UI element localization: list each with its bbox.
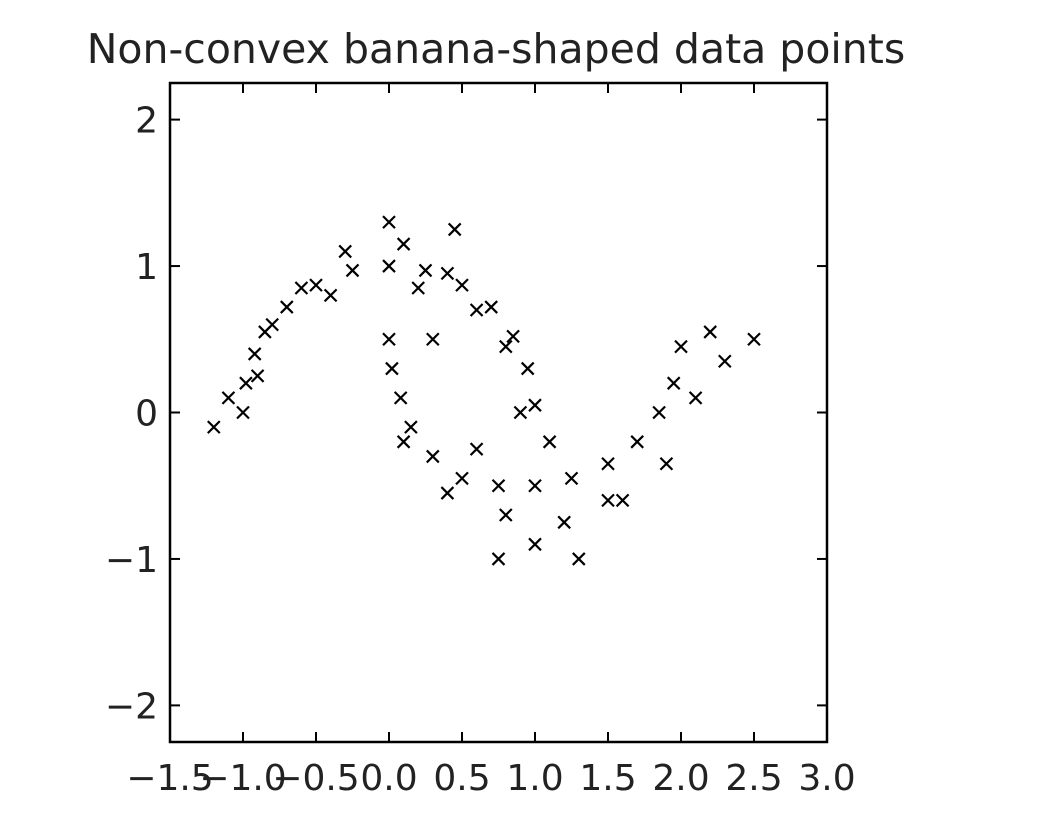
data-point	[469, 303, 484, 317]
data-point	[491, 552, 506, 566]
data-point	[506, 329, 520, 344]
axis-ticks	[169, 83, 828, 742]
data-point	[207, 420, 221, 434]
chart-title: Non-convex banana-shaped data points	[87, 25, 905, 73]
y-tick-label: 1	[135, 247, 158, 288]
data-point	[455, 278, 469, 292]
data-point	[426, 449, 440, 464]
data-point	[674, 339, 688, 354]
x-tick-labels: −1.5−1.0−0.5 0.0 0.5 1.0 1.5 2.0 2.5 3.0	[126, 758, 855, 799]
x-tick-label: −1.5	[126, 758, 213, 799]
data-point	[221, 391, 236, 405]
data-point	[426, 332, 440, 347]
data-point	[557, 515, 571, 530]
x-tick-label: 1.0	[506, 758, 563, 799]
y-tick-label: −1	[105, 540, 158, 581]
data-point	[703, 325, 717, 339]
data-point	[294, 281, 309, 295]
y-tick-label: 0	[135, 394, 158, 435]
data-point	[247, 347, 262, 361]
data-point	[338, 244, 352, 259]
data-point	[718, 354, 732, 369]
y-tick-label: −2	[105, 686, 158, 727]
data-points	[207, 215, 761, 566]
data-point	[542, 435, 557, 449]
data-point	[404, 420, 418, 434]
x-tick-label: 3.0	[798, 758, 855, 799]
data-point	[280, 300, 294, 314]
data-point	[309, 278, 323, 292]
x-tick-label: 1.5	[579, 758, 636, 799]
data-point	[528, 537, 542, 552]
data-point	[323, 288, 338, 303]
data-point	[513, 405, 528, 420]
data-point	[239, 376, 253, 390]
x-tick-label: 0.5	[433, 758, 490, 799]
data-point	[601, 493, 615, 508]
data-point	[484, 300, 498, 314]
data-point	[564, 471, 579, 486]
data-point	[666, 376, 681, 390]
data-point	[440, 486, 455, 500]
data-point	[601, 456, 615, 471]
data-point	[499, 339, 513, 354]
data-point	[652, 405, 666, 420]
data-point	[393, 391, 408, 405]
data-point	[385, 361, 399, 376]
data-point	[528, 398, 542, 412]
data-point	[659, 456, 674, 471]
data-point	[345, 263, 360, 278]
data-point	[236, 405, 250, 420]
data-point	[265, 317, 279, 332]
data-point	[455, 471, 469, 486]
x-tick-label: 2.0	[652, 758, 709, 799]
data-point	[528, 478, 542, 493]
data-point	[520, 361, 535, 376]
x-tick-label: −0.5	[272, 758, 359, 799]
data-point	[418, 263, 433, 278]
plot-frame	[168, 81, 829, 744]
data-point	[396, 435, 411, 449]
data-point	[382, 259, 396, 273]
data-point	[250, 369, 265, 383]
y-tick-label: 2	[135, 101, 158, 142]
data-point	[382, 332, 396, 347]
data-point	[630, 435, 644, 449]
data-point	[572, 552, 586, 566]
data-point	[396, 237, 411, 251]
data-point	[688, 391, 703, 405]
x-tick-label: 0.0	[360, 758, 417, 799]
x-tick-label: −1.0	[199, 758, 286, 799]
data-point	[469, 442, 484, 456]
data-point	[447, 222, 462, 237]
data-point	[382, 215, 396, 229]
data-point	[411, 281, 425, 295]
y-tick-labels: −2 −1 0 1 2	[105, 101, 158, 728]
x-tick-label: 2.5	[725, 758, 782, 799]
data-point	[440, 266, 455, 281]
data-point	[499, 508, 513, 522]
data-point	[491, 478, 506, 493]
data-point	[615, 493, 630, 508]
data-point	[747, 332, 761, 347]
